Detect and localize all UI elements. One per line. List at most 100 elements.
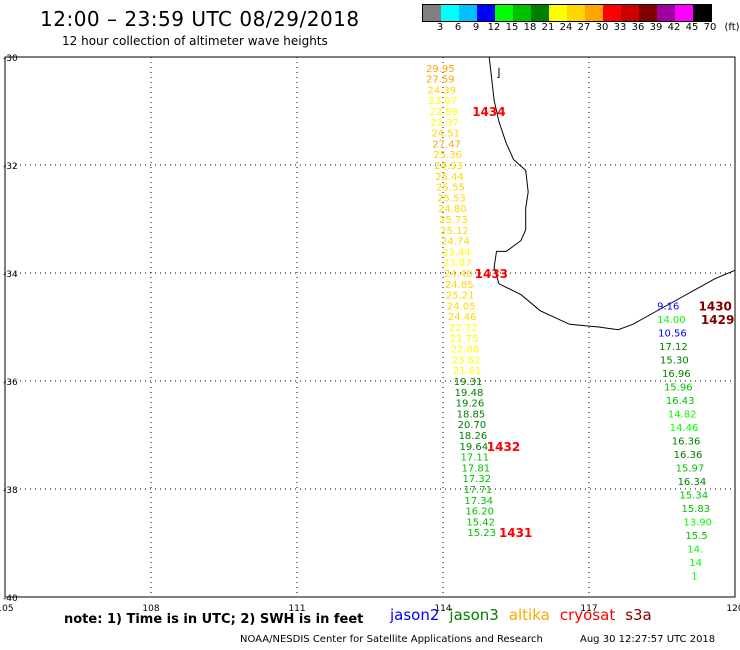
lon-tick-label: 117 [580,604,597,614]
wave-height-value: 10.56 [658,328,687,339]
legend-label: 27 [577,22,591,33]
wave-height-value: 23.62 [452,355,481,366]
legend-swatch [423,5,441,21]
wave-height-value: 14. [687,544,703,555]
legend-label: 36 [631,22,645,33]
wave-height-value: 14.46 [670,423,699,434]
satellite-legend: jason2 jason3 altika cryosat s3a [390,606,662,624]
lon-tick-label: 120 [726,604,740,614]
wave-height-value: 22.89 [429,107,458,118]
wave-height-value: 14.82 [668,409,697,420]
satellite-s3a: s3a [625,606,652,624]
wave-height-value: 25.44 [435,172,464,183]
lat-tick-label: -32 [3,162,18,172]
wave-height-value: 24.93 [434,161,463,172]
coastline [488,56,736,331]
lat-tick-label: -30 [3,54,18,64]
wave-height-value: 15.83 [681,504,710,515]
wave-height-value: 24.80 [438,204,467,215]
wave-height-value: 17.34 [464,496,493,507]
wave-height-value: 14.00 [657,315,686,326]
legend-swatch [495,5,513,21]
legend-label: 18 [523,22,537,33]
wave-height-value: 17.12 [659,342,688,353]
legend-swatch [549,5,567,21]
pass-time-label: 1431 [499,526,532,540]
legend-label: 12 [487,22,501,33]
wave-height-value: 23.87 [443,258,472,269]
wave-height-value: 25.36 [433,150,462,161]
legend-swatch [657,5,675,21]
note-text: note: 1) Time is in UTC; 2) SWH is in fe… [64,612,364,627]
wave-height-value: 15.96 [664,382,693,393]
page-subtitle: 12 hour collection of altimeter wave hei… [62,34,328,48]
legend-swatch [621,5,639,21]
island [497,67,500,79]
wave-height-value: 22.72 [449,323,478,334]
legend-swatch [693,5,711,21]
wave-height-value: 15.30 [660,355,689,366]
legend-label: 9 [472,22,480,33]
wave-height-value: 23.44 [442,247,471,258]
legend-label: 24 [559,22,573,33]
wave-height-value: 23.67 [428,96,457,107]
lat-tick-label: -40 [3,594,18,604]
legend-label: 33 [613,22,627,33]
wave-height-value: 1 [691,571,697,582]
wave-height-value: 24.85 [445,280,474,291]
lon-tick-label: 105 [0,604,14,614]
wave-height-value: 25.21 [446,291,475,302]
wave-height-value: 22.37 [430,118,459,129]
wave-height-value: 16.36 [672,436,701,447]
wave-height-value: 17.71 [463,485,492,496]
wave-height-value: 17.32 [462,474,491,485]
wave-height-value: 20.70 [458,420,487,431]
wave-height-value: 19.64 [460,442,489,453]
satellite-jason2: jason2 [390,606,440,624]
legend-label: 21 [541,22,555,33]
legend-swatch [513,5,531,21]
wave-height-value: 16.20 [465,507,494,518]
legend-label: 30 [595,22,609,33]
lat-tick-label: -38 [3,486,18,496]
wave-height-value: 19.26 [456,399,485,410]
legend-swatch [603,5,621,21]
wave-height-value: 17.11 [461,453,490,464]
legend-label: 70 [703,22,717,33]
map-frame [4,56,736,598]
wave-height-value: 25.73 [439,215,468,226]
wave-height-value: 24.46 [448,312,477,323]
pass-time-label: 1432 [487,440,520,454]
wave-height-value: 27.59 [426,75,455,86]
legend-swatch [477,5,495,21]
wave-height-value: 16.43 [666,396,695,407]
legend-label: 42 [667,22,681,33]
wave-height-value: 9.16 [657,301,679,312]
satellite-altika: altika [508,606,550,624]
wave-height-value: 24.05 [447,301,476,312]
wave-height-value: 22.80 [451,345,480,356]
legend-swatch [459,5,477,21]
wave-height-value: 25.55 [436,183,465,194]
pass-time-label: 1429 [701,313,734,327]
legend-swatch [675,5,693,21]
wave-height-value: 29.95 [426,64,455,75]
color-legend [422,4,712,22]
legend-unit: (ft) [724,22,740,33]
legend-label: 39 [649,22,663,33]
legend-swatch [567,5,585,21]
wave-height-value: 15.5 [685,531,707,542]
wave-height-value: 15.42 [466,517,495,528]
wave-height-value: 24.39 [427,85,456,96]
wave-height-value: 15.23 [467,528,496,539]
wave-height-value: 16.96 [662,369,691,380]
legend-swatch [531,5,549,21]
legend-label: 15 [505,22,519,33]
wave-height-value: 16.36 [674,450,703,461]
wave-height-value: 18.26 [459,431,488,442]
wave-height-value: 18.85 [457,409,486,420]
wave-height-value: 19.31 [454,377,483,388]
color-legend-labels: 3 6 9 12 15 18 21 24 27 30 33 36 39 42 45 70 (ft) [422,22,740,34]
pass-time-label: 1430 [699,299,732,313]
